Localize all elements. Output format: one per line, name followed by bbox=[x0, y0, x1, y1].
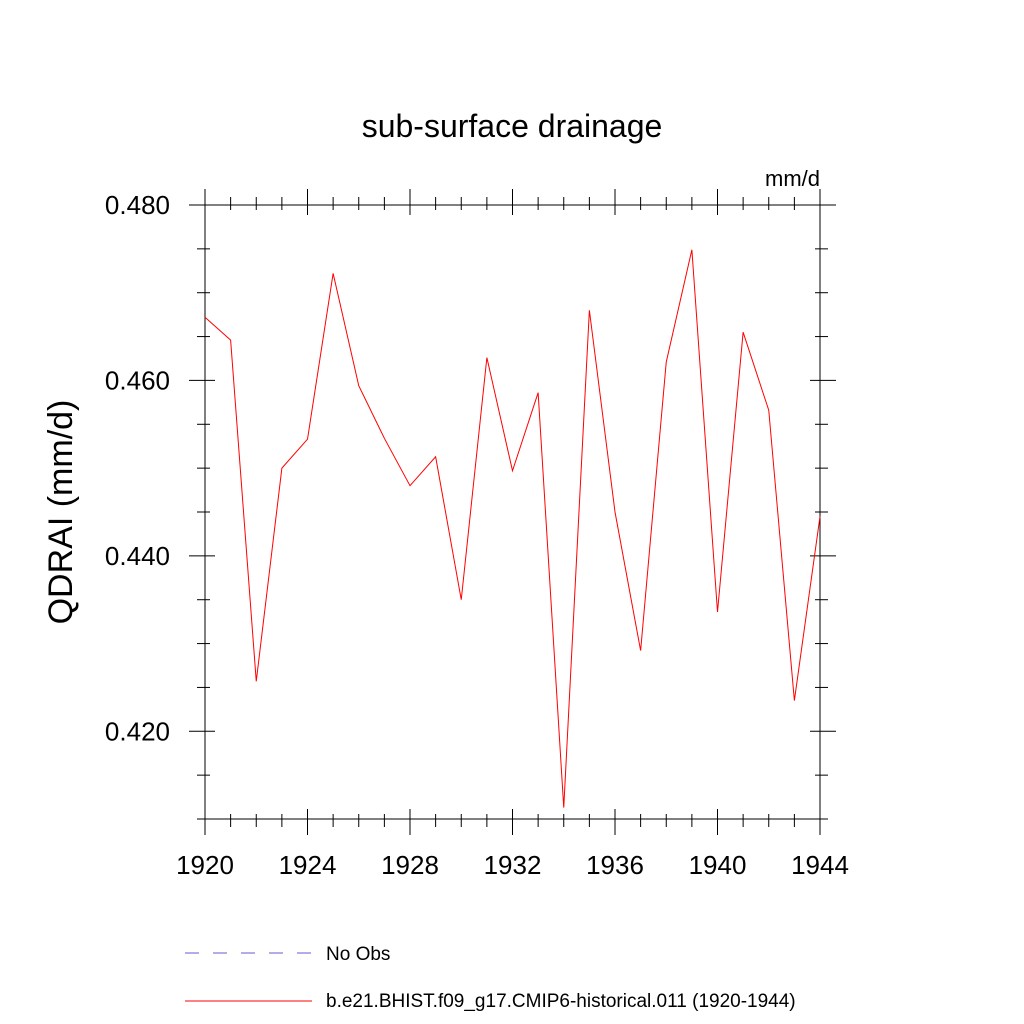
plot-frame bbox=[204, 204, 821, 820]
chart-title: sub-surface drainage bbox=[362, 108, 663, 144]
x-tick-label: 1944 bbox=[791, 850, 849, 880]
x-tick-label: 1920 bbox=[176, 850, 234, 880]
x-tick-label: 1932 bbox=[484, 850, 542, 880]
x-tick-label: 1928 bbox=[381, 850, 439, 880]
series-layer bbox=[204, 249, 821, 808]
series-line bbox=[204, 249, 821, 808]
legend-label-model: b.e21.BHIST.f09_g17.CMIP6-historical.011… bbox=[326, 991, 796, 1012]
x-tick-labels: 1920 1924 1928 1932 1936 1940 1944 bbox=[176, 850, 849, 880]
x-tick-label: 1936 bbox=[586, 850, 644, 880]
x-tick-label: 1940 bbox=[689, 850, 747, 880]
y-tick-label: 0.420 bbox=[105, 716, 170, 746]
y-tick-label: 0.440 bbox=[105, 541, 170, 571]
legend-label-no-obs: No Obs bbox=[326, 944, 390, 965]
y-tick-labels: 0.420 0.440 0.460 0.480 bbox=[105, 190, 170, 746]
units-label: mm/d bbox=[765, 166, 820, 191]
y-tick-label: 0.480 bbox=[105, 190, 170, 220]
legend: No Obs b.e21.BHIST.f09_g17.CMIP6-histori… bbox=[185, 944, 796, 1012]
y-axis-label: QDRAI (mm/d) bbox=[42, 400, 80, 625]
y-tick-label: 0.460 bbox=[105, 365, 170, 395]
x-tick-label: 1924 bbox=[279, 850, 337, 880]
axis-ticks bbox=[189, 189, 836, 835]
